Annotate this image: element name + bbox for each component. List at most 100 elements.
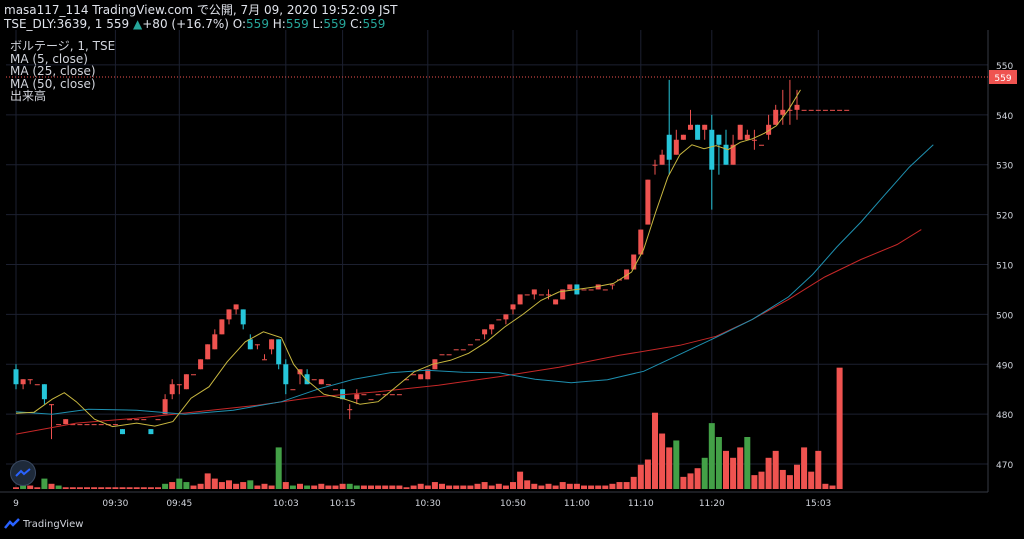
- volume-bar: [112, 487, 119, 489]
- candle-body: [269, 339, 275, 350]
- volume-bar: [147, 487, 154, 489]
- volume-bar: [829, 485, 836, 489]
- volume-bar: [524, 480, 531, 489]
- candle-body: [191, 374, 196, 376]
- volume-bar: [815, 450, 822, 489]
- volume-bar: [495, 483, 502, 489]
- volume-bar: [644, 459, 651, 489]
- candle-body: [34, 384, 40, 386]
- legend-ma50[interactable]: MA (50, close): [10, 76, 96, 91]
- candle-body: [709, 129, 715, 170]
- candle-body: [254, 344, 260, 346]
- candle-body: [247, 339, 253, 350]
- candle-body: [822, 109, 828, 111]
- volume-bar: [609, 483, 616, 489]
- candle-body: [546, 294, 551, 296]
- volume-bar: [701, 457, 708, 489]
- candle-body: [84, 424, 90, 426]
- candle-body: [325, 384, 331, 386]
- x-tick-label: 10:50: [500, 499, 526, 509]
- volume-bar: [715, 437, 722, 489]
- x-tick-label: 10:15: [330, 499, 356, 509]
- candle-body: [354, 394, 360, 400]
- legend-main-series[interactable]: ボルテージ, 1, TSE: [10, 39, 116, 53]
- volume-bar: [481, 482, 488, 489]
- price-change: +80 (+16.7%): [142, 17, 229, 31]
- volume-bar: [566, 483, 573, 489]
- candle-body: [127, 419, 133, 421]
- volume-bar: [240, 482, 247, 489]
- volume-bar: [666, 447, 673, 489]
- legend-volume[interactable]: 出来高: [10, 89, 47, 104]
- candle-body: [183, 374, 189, 390]
- volume-bar: [20, 483, 27, 489]
- y-tick-label: 480: [996, 411, 1013, 421]
- candle-body: [602, 289, 608, 291]
- volume-bar: [623, 482, 630, 489]
- x-tick-label: 10:30: [415, 499, 441, 509]
- volume-bar: [772, 450, 779, 489]
- candle-body: [411, 374, 417, 376]
- volume-bar: [318, 483, 325, 489]
- last-price: 559: [106, 17, 130, 31]
- x-tick-label: 10:03: [273, 499, 299, 509]
- x-tick-label: 11:00: [564, 499, 590, 509]
- candle-body: [744, 134, 750, 140]
- candle-body: [730, 144, 736, 165]
- candle-body: [716, 134, 722, 145]
- candle-body: [283, 364, 289, 385]
- volume-bar: [723, 450, 729, 489]
- volume-bar: [282, 482, 289, 489]
- candle-body: [560, 289, 566, 300]
- tradingview-brand: TradingView: [4, 518, 83, 530]
- candle-body: [631, 254, 637, 270]
- chart-logo-badge-icon: [10, 460, 36, 486]
- volume-bar: [360, 485, 367, 489]
- publish-info: masa117_114 TradingView.com で公開, 7月 09, …: [4, 3, 398, 17]
- brand-name: TradingView: [23, 518, 84, 530]
- volume-bar: [758, 471, 765, 489]
- volume-bar: [218, 482, 225, 489]
- candle-body: [155, 419, 161, 421]
- low-label: L:: [312, 17, 324, 31]
- volume-bar: [297, 483, 303, 489]
- candle-body: [290, 389, 296, 391]
- candle-body: [361, 394, 367, 396]
- candle-body: [652, 164, 658, 166]
- volume-bar: [751, 475, 758, 489]
- volume-bar: [595, 485, 602, 489]
- volume-bar: [98, 487, 105, 489]
- volume-bar: [474, 483, 481, 489]
- y-tick-label: 500: [996, 311, 1013, 321]
- candle-body: [638, 229, 644, 255]
- x-tick-label: 11:20: [699, 499, 725, 509]
- legend-ma25[interactable]: MA (25, close): [10, 64, 96, 79]
- candle-body: [475, 339, 480, 341]
- candle-body: [595, 284, 601, 290]
- candle-body: [510, 304, 516, 310]
- candle-body: [837, 109, 843, 111]
- volume-bar: [211, 478, 218, 489]
- ma5-line: [15, 89, 801, 428]
- candle-body: [751, 139, 757, 141]
- volume-bar: [836, 367, 843, 489]
- candle-body: [453, 349, 459, 351]
- candle-body: [688, 124, 693, 130]
- ma25-line: [15, 144, 934, 415]
- candle-body: [553, 299, 559, 305]
- candle-body: [801, 109, 807, 111]
- volume-bar: [332, 485, 339, 489]
- volume-bar: [652, 412, 658, 489]
- volume-bar: [822, 483, 829, 489]
- candle-body: [723, 144, 729, 165]
- volume-bar: [41, 478, 48, 489]
- close-label: C:: [350, 17, 363, 31]
- volume-bar: [637, 464, 644, 489]
- candle-body: [666, 134, 672, 160]
- candle-body: [766, 124, 772, 135]
- legend-ma5[interactable]: MA (5, close): [10, 51, 88, 66]
- volume-bar: [616, 482, 623, 489]
- volume-bar: [794, 464, 800, 489]
- volume-bar: [126, 487, 133, 489]
